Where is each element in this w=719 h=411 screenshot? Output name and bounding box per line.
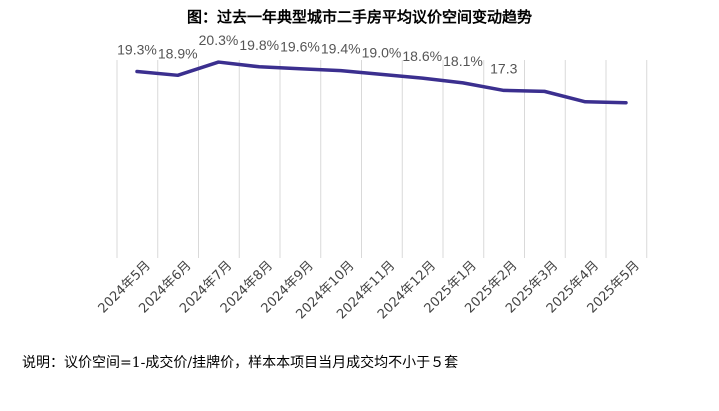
data-label: 18.6% <box>402 48 442 64</box>
data-label: 19.3% <box>117 42 157 58</box>
x-tick-labels: 2024年5月2024年6月2024年7月2024年8月2024年9月2024年… <box>96 258 643 322</box>
data-label: 19.0% <box>362 44 402 60</box>
gridlines <box>116 60 648 258</box>
data-label: 19.8% <box>239 37 279 53</box>
chart-title: 图：过去一年典型城市二手房平均议价空间变动趋势 <box>186 8 532 26</box>
data-labels: 19.3% 18.9%20.3% 19.8% 19.6% 19.4% 19.0% 18.6%… <box>117 32 517 76</box>
series-line <box>135 60 628 105</box>
data-label: 19.6% <box>280 39 320 55</box>
data-label: 20.3% <box>199 32 239 48</box>
data-label: 19.4% <box>321 41 361 57</box>
data-label: 18.9% <box>158 45 198 61</box>
data-label: 17.3 <box>490 60 517 76</box>
footnote: 说明：议价空间=1-成交价/挂牌价，样本本项目当月成交均不小于５套 <box>22 355 459 371</box>
data-label: 18.1% <box>443 53 483 69</box>
